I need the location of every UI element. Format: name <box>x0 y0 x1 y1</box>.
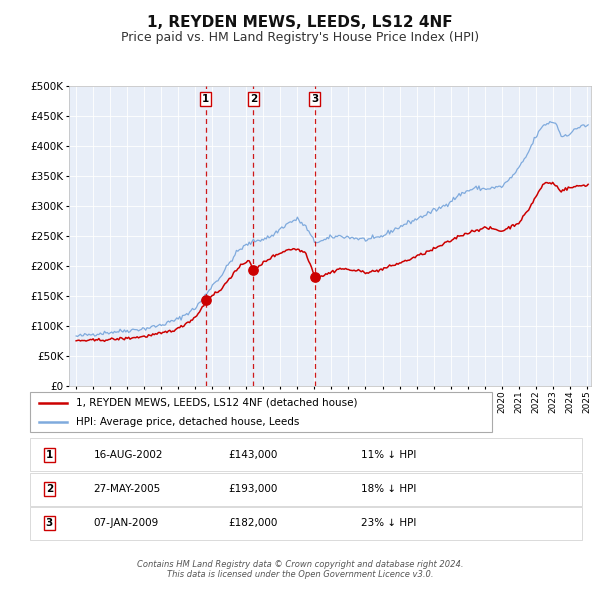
Text: 23% ↓ HPI: 23% ↓ HPI <box>361 519 416 528</box>
Text: 1, REYDEN MEWS, LEEDS, LS12 4NF (detached house): 1, REYDEN MEWS, LEEDS, LS12 4NF (detache… <box>76 398 358 408</box>
FancyBboxPatch shape <box>30 438 582 471</box>
Text: 1: 1 <box>202 94 209 104</box>
Point <box>248 266 258 275</box>
Text: 27-MAY-2005: 27-MAY-2005 <box>94 484 161 494</box>
Text: 3: 3 <box>46 519 53 528</box>
Text: HPI: Average price, detached house, Leeds: HPI: Average price, detached house, Leed… <box>76 417 299 427</box>
Text: 1: 1 <box>46 450 53 460</box>
Text: 11% ↓ HPI: 11% ↓ HPI <box>361 450 416 460</box>
Point <box>310 272 320 281</box>
FancyBboxPatch shape <box>30 392 492 432</box>
Text: 16-AUG-2002: 16-AUG-2002 <box>94 450 163 460</box>
Text: £182,000: £182,000 <box>229 519 278 528</box>
Point <box>201 296 211 305</box>
Text: 2: 2 <box>46 484 53 494</box>
FancyBboxPatch shape <box>30 507 582 540</box>
Text: £193,000: £193,000 <box>229 484 278 494</box>
Text: 18% ↓ HPI: 18% ↓ HPI <box>361 484 416 494</box>
Text: 1, REYDEN MEWS, LEEDS, LS12 4NF: 1, REYDEN MEWS, LEEDS, LS12 4NF <box>147 15 453 30</box>
FancyBboxPatch shape <box>30 473 582 506</box>
Text: Contains HM Land Registry data © Crown copyright and database right 2024.
This d: Contains HM Land Registry data © Crown c… <box>137 560 463 579</box>
Text: Price paid vs. HM Land Registry's House Price Index (HPI): Price paid vs. HM Land Registry's House … <box>121 31 479 44</box>
Text: 3: 3 <box>311 94 319 104</box>
Text: 2: 2 <box>250 94 257 104</box>
Text: £143,000: £143,000 <box>229 450 278 460</box>
Text: 07-JAN-2009: 07-JAN-2009 <box>94 519 159 528</box>
